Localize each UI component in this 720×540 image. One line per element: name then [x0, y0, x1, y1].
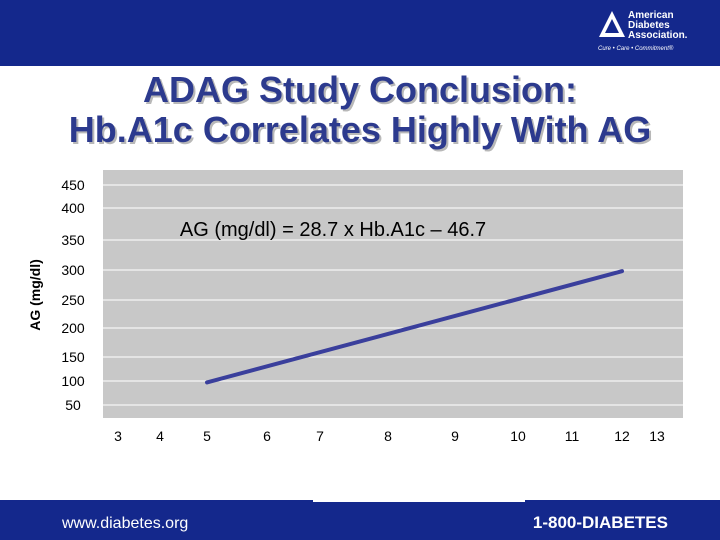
logo-tagline: Cure • Care • Commitment®: [598, 46, 674, 52]
slide-title: ADAG Study Conclusion: Hb.A1c Correlates…: [0, 70, 720, 150]
logo-text: American Diabetes Association.: [628, 10, 688, 41]
y-tick-label: 200: [61, 320, 85, 336]
y-tick-label: 250: [61, 292, 85, 308]
x-tick-label: 13: [649, 428, 665, 444]
footer-website[interactable]: www.diabetes.org: [62, 515, 189, 532]
top-banner: American Diabetes Association. Cure • Ca…: [0, 0, 720, 66]
y-axis-label: AG (mg/dl): [27, 259, 43, 331]
xlabel-box: [313, 478, 525, 502]
x-tick-label: 8: [384, 428, 392, 444]
x-tick-label: 11: [565, 428, 580, 444]
plot-area: [103, 170, 683, 418]
y-tick-label: 350: [61, 232, 85, 248]
x-tick-label: 10: [510, 428, 526, 444]
slide-title-line1: ADAG Study Conclusion:: [143, 69, 577, 110]
y-tick-label: 50: [65, 397, 81, 413]
footer-phone: 1-800-DIABETES: [532, 513, 668, 532]
x-tick-label: 12: [614, 428, 630, 444]
x-tick-label: 5: [203, 428, 211, 444]
x-tick-label: 7: [316, 428, 324, 444]
y-tick-label: 100: [61, 373, 85, 389]
ada-triangle-icon: [599, 11, 625, 37]
y-tick-label: 300: [61, 262, 85, 278]
x-tick-label: 4: [156, 428, 164, 444]
regression-line: [205, 269, 624, 385]
ada-logo: American Diabetes Association. Cure • Ca…: [598, 8, 710, 58]
x-tick-label: 3: [114, 428, 122, 444]
y-tick-label: 150: [61, 349, 85, 365]
x-tick-label: 9: [451, 428, 459, 444]
slide-title-line2: Hb.A1c Correlates Highly With AG: [68, 109, 652, 150]
y-tick-label: 400: [61, 200, 85, 216]
footer-bar: [0, 500, 720, 540]
regression-equation: AG (mg/dl) = 28.7 x Hb.A1c – 46.7: [180, 219, 486, 241]
x-tick-label: 6: [263, 428, 271, 444]
y-tick-label: 450: [61, 177, 85, 193]
